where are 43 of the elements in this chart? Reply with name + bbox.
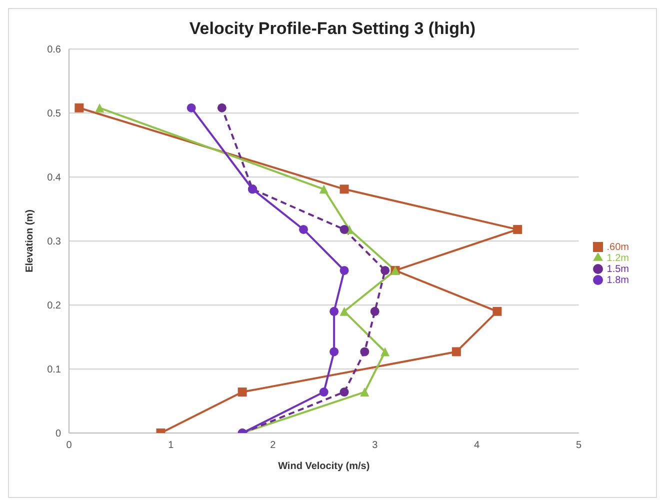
point <box>340 388 349 397</box>
y-tick-label: 0.3 <box>47 236 62 248</box>
y-axis-title: Elevation (m) <box>24 210 36 272</box>
point <box>217 103 226 112</box>
y-tick-label: 0.1 <box>47 364 62 376</box>
x-tick-label: 4 <box>474 440 480 452</box>
x-axis-title: Wind Velocity (m/s) <box>278 461 370 472</box>
y-tick-label: 0 <box>55 428 62 440</box>
point <box>298 224 308 234</box>
point <box>330 306 339 316</box>
x-tick-label: 5 <box>576 440 582 452</box>
point <box>380 266 390 275</box>
point <box>360 347 370 356</box>
point <box>340 224 349 234</box>
y-tick-label: 0.2 <box>47 300 62 312</box>
point <box>319 388 328 397</box>
x-tick-label: 0 <box>66 440 72 452</box>
point <box>95 103 104 112</box>
point <box>340 306 349 316</box>
point <box>370 306 380 316</box>
y-tick-label: 0.4 <box>47 172 62 184</box>
x-tick-label: 3 <box>372 440 378 452</box>
point <box>380 347 390 356</box>
y-tick-label: 0.6 <box>47 44 62 56</box>
legend-label: 1.5m <box>606 264 629 275</box>
point <box>238 388 247 397</box>
point <box>513 224 522 234</box>
legend-label: .60m <box>606 242 629 253</box>
x-tick-label: 2 <box>270 440 276 452</box>
point <box>492 306 502 316</box>
point <box>452 347 461 356</box>
point <box>340 266 349 275</box>
point <box>340 184 349 194</box>
point <box>360 388 370 397</box>
point <box>186 103 196 112</box>
point <box>330 347 339 356</box>
point <box>74 103 84 112</box>
legend-label: 1.2m <box>606 253 629 264</box>
legend-label: 1.8m <box>606 275 629 286</box>
point <box>319 184 328 194</box>
y-tick-label: 0.5 <box>47 108 62 120</box>
x-tick-label: 1 <box>168 440 174 452</box>
chart-title: Velocity Profile-Fan Setting 3 (high) <box>188 18 477 39</box>
